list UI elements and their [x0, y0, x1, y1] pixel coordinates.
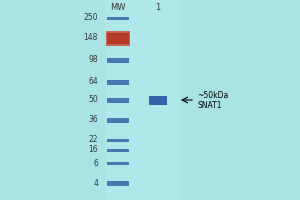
Text: ~50kDa: ~50kDa [197, 92, 228, 100]
Text: 6: 6 [93, 158, 98, 168]
Text: MW: MW [110, 3, 126, 12]
Text: SNAT1: SNAT1 [197, 100, 221, 110]
Text: 148: 148 [84, 33, 98, 43]
Text: 4: 4 [93, 178, 98, 188]
Text: 16: 16 [88, 146, 98, 154]
Text: 98: 98 [88, 55, 98, 64]
Text: 1: 1 [155, 3, 160, 12]
Text: 64: 64 [88, 77, 98, 86]
Text: 36: 36 [88, 116, 98, 124]
Text: 50: 50 [88, 96, 98, 104]
Text: 22: 22 [88, 136, 98, 144]
Text: 250: 250 [83, 14, 98, 22]
